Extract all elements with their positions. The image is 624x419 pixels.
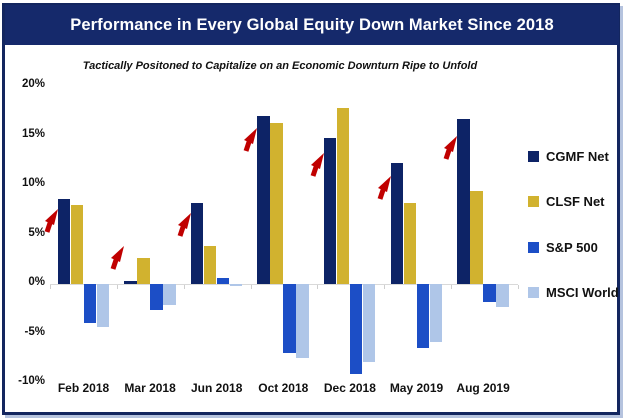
bar-msci-world-may-2019 bbox=[429, 284, 442, 343]
x-axis-category-label: Oct 2018 bbox=[258, 381, 309, 395]
bar-s-p-500-jun-2018 bbox=[216, 278, 230, 284]
up-right-arrow-icon bbox=[441, 134, 458, 161]
bar-s-p-500-mar-2018 bbox=[150, 284, 163, 310]
bar-clsf-net-dec-2018 bbox=[336, 107, 350, 284]
bar-msci-world-oct-2018 bbox=[296, 284, 309, 359]
bar-cgmf-net-feb-2018 bbox=[57, 198, 70, 284]
up-right-arrow-icon bbox=[308, 151, 325, 178]
title-banner: Performance in Every Global Equity Down … bbox=[5, 5, 619, 45]
y-axis-tick-label: 5% bbox=[28, 226, 45, 239]
bar-cgmf-net-may-2019 bbox=[390, 163, 403, 284]
bar-cgmf-net-aug-2019 bbox=[457, 118, 470, 284]
axis-tick bbox=[317, 285, 319, 289]
up-right-arrow-icon bbox=[42, 207, 59, 234]
bar-clsf-net-feb-2018 bbox=[70, 204, 83, 284]
y-axis-tick-label: 15% bbox=[21, 127, 45, 140]
axis-tick bbox=[384, 285, 386, 289]
bar-msci-world-jun-2018 bbox=[229, 284, 243, 286]
y-axis-tick-label: 0% bbox=[28, 276, 45, 288]
bar-s-p-500-dec-2018 bbox=[349, 284, 363, 375]
bar-msci-world-dec-2018 bbox=[362, 284, 376, 363]
bar-clsf-net-may-2019 bbox=[403, 202, 416, 284]
bar-s-p-500-oct-2018 bbox=[283, 284, 296, 354]
y-axis-tick-label: -5% bbox=[24, 325, 45, 338]
bar-s-p-500-feb-2018 bbox=[83, 284, 96, 323]
bar-cgmf-net-mar-2018 bbox=[124, 281, 137, 284]
axis-tick bbox=[518, 285, 519, 289]
bar-clsf-net-jun-2018 bbox=[203, 246, 217, 284]
up-right-arrow-icon bbox=[375, 174, 392, 201]
x-axis-category-label: Jun 2018 bbox=[191, 381, 243, 395]
bar-msci-world-feb-2018 bbox=[96, 284, 109, 327]
axis-tick bbox=[451, 285, 453, 289]
bar-s-p-500-may-2019 bbox=[416, 284, 429, 349]
x-axis-category-label: Mar 2018 bbox=[124, 381, 176, 395]
bar-s-p-500-aug-2019 bbox=[483, 284, 496, 302]
bar-msci-world-mar-2018 bbox=[163, 284, 176, 305]
bar-clsf-net-aug-2019 bbox=[470, 190, 483, 284]
axis-tick bbox=[183, 285, 185, 289]
chart-frame bbox=[2, 3, 620, 415]
up-right-arrow-icon bbox=[108, 244, 125, 271]
bar-clsf-net-mar-2018 bbox=[137, 258, 150, 284]
axis-tick bbox=[50, 285, 51, 289]
up-right-arrow-icon bbox=[241, 126, 258, 153]
x-axis-category-label: May 2019 bbox=[389, 381, 444, 395]
y-axis-tick-label: 10% bbox=[21, 177, 45, 189]
chart-title: Performance in Every Global Equity Down … bbox=[70, 15, 554, 34]
up-right-arrow-icon bbox=[175, 211, 192, 238]
y-axis-tick-label: -10% bbox=[18, 375, 45, 387]
x-axis-category-label: Feb 2018 bbox=[57, 381, 110, 395]
chart-subtitle: Tactically Positoned to Capitalize on an… bbox=[82, 60, 478, 72]
axis-tick bbox=[116, 285, 118, 289]
bar-cgmf-net-jun-2018 bbox=[190, 202, 204, 284]
bar-cgmf-net-oct-2018 bbox=[257, 115, 270, 284]
bar-msci-world-aug-2019 bbox=[496, 284, 509, 307]
bar-clsf-net-oct-2018 bbox=[270, 122, 283, 284]
axis-tick bbox=[250, 285, 252, 289]
bar-cgmf-net-dec-2018 bbox=[323, 138, 337, 284]
y-axis-tick-label: 20% bbox=[21, 78, 45, 90]
x-axis-category-label: Aug 2019 bbox=[456, 381, 510, 395]
x-axis-category-label: Dec 2018 bbox=[323, 381, 376, 395]
